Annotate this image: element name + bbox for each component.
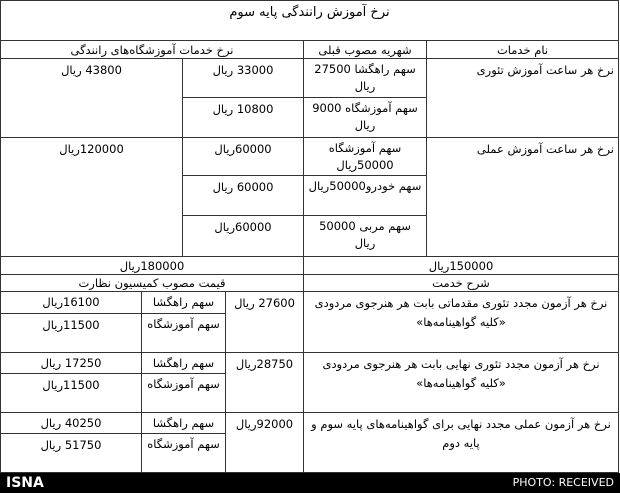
exam-share-value: 16100ریال xyxy=(0,291,142,314)
exam-share-value: 17250 ریال xyxy=(0,352,142,374)
exam-share-label: سهم آموزشگاه xyxy=(141,313,226,353)
practical-prev-cell: سهم آموزشگاه 50000ریال xyxy=(303,137,427,176)
practical-prev-cell: سهم خودرو50000ریال xyxy=(303,175,427,216)
exam-description: نرخ هر آزمون مجدد تئوری مقدماتی بابت هر … xyxy=(303,291,619,353)
photo-credit: PHOTO: RECEIVED xyxy=(512,476,614,489)
header-service-name: نام خدمات xyxy=(426,40,619,59)
practical-total: 120000ریال xyxy=(0,137,183,257)
header-school-fees: نرخ خدمات آموزشگاه‌های رانندگی xyxy=(0,40,304,59)
exam-share-value: 40250 ریال xyxy=(0,412,142,434)
exam-share-label: سهم آموزشگاه xyxy=(141,433,226,473)
exam-share-value: 11500ریال xyxy=(0,373,142,413)
exam-share-label: سهم راهگشا xyxy=(141,291,226,314)
exam-total: 28750ریال xyxy=(225,352,304,413)
footer-bar: ISNA PHOTO: RECEIVED xyxy=(0,473,620,493)
header-previous-fee: شهریه مصوب قبلی xyxy=(303,40,427,59)
table-title: نرخ آموزش رانندگی پایه سوم xyxy=(0,0,619,41)
exam-description: نرخ هر آزمون عملی مجدد نهایی برای گواهین… xyxy=(303,412,619,473)
practical-prev-cell: سهم مربی 50000 ریال xyxy=(303,215,427,257)
theory-new-cell: 10800 ریال xyxy=(182,97,304,138)
previous-grand-total: 150000ریال xyxy=(303,256,619,275)
isna-logo: ISNA xyxy=(6,475,44,491)
theory-new-cell: 33000 ریال xyxy=(182,58,304,98)
exam-total: 92000ریال xyxy=(225,412,304,473)
theory-prev-cell: سهم راهگشا 27500 ریال xyxy=(303,58,427,98)
exam-share-value: 51750 ریال xyxy=(0,433,142,473)
practical-service-name: نرخ هر ساعت آموزش عملی xyxy=(426,137,619,257)
practical-new-cell: 60000ریال xyxy=(182,137,304,176)
practical-new-cell: 60000ریال xyxy=(182,215,304,257)
theory-total: 43800 ریال xyxy=(0,58,183,138)
exam-share-label: سهم راهگشا xyxy=(141,352,226,374)
header-approved-price: قیمت مصوب کمیسیون نظارت xyxy=(0,274,304,292)
exam-share-label: سهم راهگشا xyxy=(141,412,226,434)
exam-share-value: 11500ریال xyxy=(0,313,142,353)
exam-share-label: سهم آموزشگاه xyxy=(141,373,226,413)
new-grand-total: 180000ریال xyxy=(0,256,304,275)
exam-description: نرخ هر آزمون مجدد تئوری نهایی بابت هر هن… xyxy=(303,352,619,413)
practical-new-cell: 60000 ریال xyxy=(182,175,304,216)
theory-prev-cell: سهم آموزشگاه 9000 ریال xyxy=(303,97,427,138)
theory-service-name: نرخ هر ساعت آموزش تئوری xyxy=(426,58,619,138)
header-description: شرح خدمت xyxy=(303,274,619,292)
exam-total: 27600 ریال xyxy=(225,291,304,353)
